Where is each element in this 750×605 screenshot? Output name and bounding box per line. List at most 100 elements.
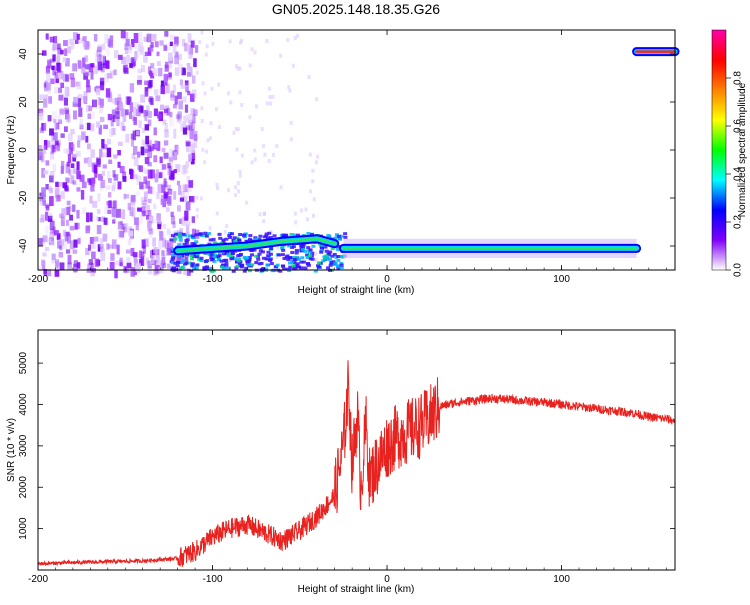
speckle-mark xyxy=(277,253,282,257)
speckle-mark xyxy=(189,135,194,140)
speckle-mark xyxy=(313,269,318,273)
speckle-mark xyxy=(194,240,199,244)
speckle-mark xyxy=(170,90,175,98)
speckle-mark xyxy=(176,180,181,186)
speckle-mark xyxy=(296,233,301,237)
speckle-mark xyxy=(233,257,238,261)
speckle-mark xyxy=(65,74,70,82)
speckle-mark xyxy=(158,67,163,77)
speckle-mark xyxy=(85,71,90,77)
speckle-mark xyxy=(163,46,168,51)
speckle-mark xyxy=(188,234,193,238)
snr-frame xyxy=(37,329,676,571)
speckle-mark xyxy=(179,218,183,224)
speckle-mark xyxy=(119,165,125,174)
speckle-mark xyxy=(113,200,117,209)
speckle-mark xyxy=(336,258,341,262)
speckle-mark xyxy=(149,146,154,152)
speckle-mark xyxy=(66,200,71,206)
speckle-mark xyxy=(173,261,178,265)
speckle-mark xyxy=(138,250,143,259)
speckle-mark xyxy=(296,257,301,261)
speckle-mark xyxy=(272,234,277,238)
speckle-mark xyxy=(164,64,169,72)
speckle-mark xyxy=(224,237,229,241)
speckle-mark xyxy=(185,253,190,257)
speckle-mark xyxy=(124,43,128,51)
speckle-mark xyxy=(46,82,51,91)
speckle-mark xyxy=(150,97,154,106)
speckle-mark xyxy=(136,52,140,59)
speckle-mark xyxy=(330,254,335,258)
speckle-mark xyxy=(135,108,141,117)
speckle-mark xyxy=(127,238,132,246)
colorbar-tick-label: 0.6 xyxy=(732,119,743,133)
speckle-mark xyxy=(44,211,49,221)
speckle-mark xyxy=(133,269,137,275)
chart-title: GN05.2025.148.18.35.G26 xyxy=(272,1,440,17)
speckle-mark xyxy=(170,92,174,101)
speckle-mark xyxy=(120,30,126,39)
speckle-mark xyxy=(130,267,136,277)
speckle-mark xyxy=(308,254,313,258)
speckle-mark xyxy=(171,253,176,257)
speckle-mark xyxy=(129,63,133,68)
speckle-mark xyxy=(244,239,249,243)
speckle-mark xyxy=(275,144,279,149)
speckle-mark xyxy=(250,47,254,52)
speckle-mark xyxy=(174,51,179,59)
speckle-mark xyxy=(38,108,44,114)
speckle-mark xyxy=(138,106,144,113)
speckle-mark xyxy=(102,63,107,69)
speckle-mark xyxy=(331,260,336,264)
speckle-mark xyxy=(294,264,299,268)
speckle-mark xyxy=(294,248,299,252)
speckle-mark xyxy=(57,43,61,50)
speckle-mark xyxy=(227,232,232,236)
speckle-mark xyxy=(169,148,173,158)
speckle-mark xyxy=(198,40,202,45)
speckle-mark xyxy=(181,258,186,262)
speckle-mark xyxy=(141,139,147,146)
speckle-mark xyxy=(154,41,159,48)
speckle-mark xyxy=(305,253,310,257)
speckle-mark xyxy=(153,203,157,210)
speckle-mark xyxy=(150,41,154,48)
speckle-mark xyxy=(253,157,257,162)
speckle-mark xyxy=(147,47,152,56)
speckle-mark xyxy=(76,170,81,180)
speckle-mark xyxy=(268,95,272,100)
speckle-mark xyxy=(250,160,254,165)
speckle-mark xyxy=(49,151,55,160)
speckle-mark xyxy=(222,266,227,270)
speckle-mark xyxy=(143,142,148,151)
speckle-mark xyxy=(169,41,173,47)
speckle-mark xyxy=(148,111,152,118)
speckle-mark xyxy=(195,263,200,267)
speckle-mark xyxy=(234,193,238,198)
speckle-mark xyxy=(111,109,116,119)
speckle-mark xyxy=(179,266,184,270)
speckle-mark xyxy=(254,237,259,241)
speckle-mark xyxy=(267,159,271,164)
speckle-mark xyxy=(163,44,168,51)
speckle-mark xyxy=(133,268,137,275)
speckle-mark xyxy=(56,53,61,62)
speckle-mark xyxy=(119,257,123,266)
speckle-mark xyxy=(123,193,127,200)
speckle-mark xyxy=(119,220,124,226)
speckle-mark xyxy=(49,187,54,194)
speckle-mark xyxy=(137,207,142,212)
speckle-mark xyxy=(316,154,320,159)
speckle-mark xyxy=(65,163,71,174)
speckle-mark xyxy=(180,123,185,132)
speckle-mark xyxy=(171,266,176,270)
speckle-mark xyxy=(114,97,119,105)
speckle-mark xyxy=(62,182,68,189)
speckle-mark xyxy=(45,205,50,211)
speckle-mark xyxy=(87,113,92,120)
speckle-mark xyxy=(294,251,299,255)
speckle-mark xyxy=(70,129,75,135)
speckle-mark xyxy=(310,251,315,255)
speckle-mark xyxy=(175,164,181,172)
